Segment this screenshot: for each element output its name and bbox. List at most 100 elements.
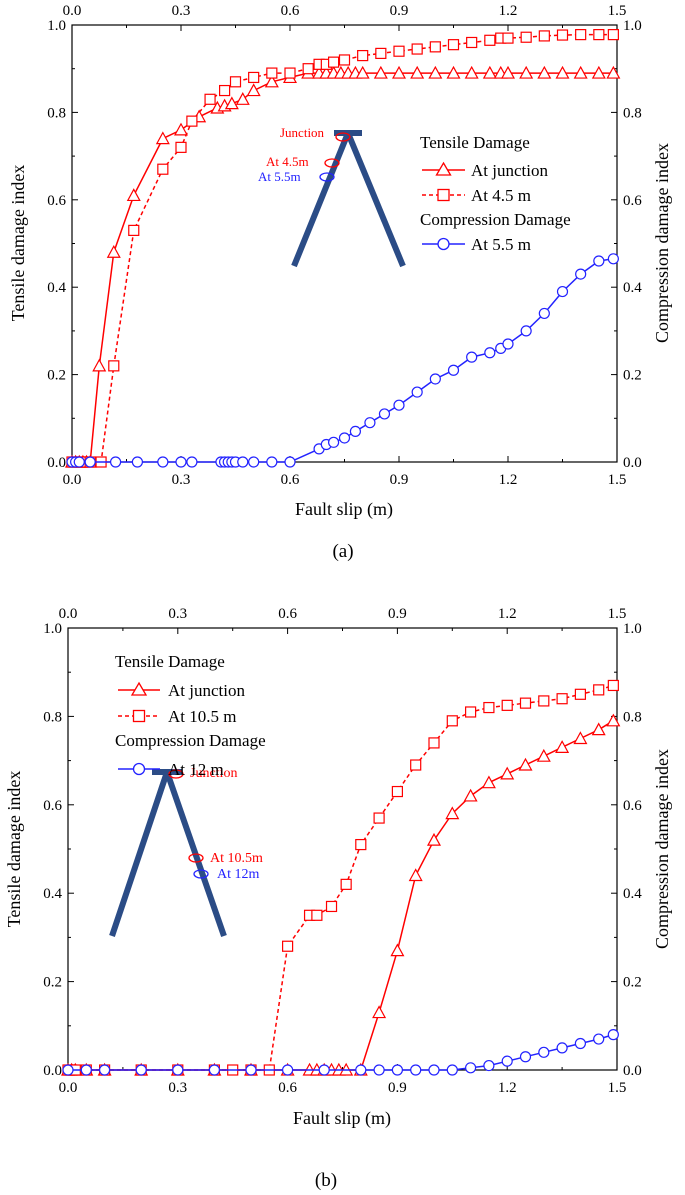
inset-blue-label: At 12m — [217, 867, 260, 882]
x-tick-label: 0.3 — [168, 1080, 187, 1096]
data-point — [502, 338, 514, 350]
series-layer — [60, 679, 621, 1076]
data-point — [593, 255, 605, 267]
data-point — [575, 268, 587, 280]
data-point — [126, 188, 141, 202]
y2-axis-label: Compression damage index — [652, 143, 672, 343]
y-tick-label: 0.0 — [43, 1063, 62, 1079]
x-tick-label: 1.2 — [498, 1080, 517, 1096]
data-point — [518, 757, 533, 771]
data-point — [84, 456, 96, 468]
x-tick-label: 0.6 — [281, 472, 300, 488]
legend-swatch-triangle — [435, 161, 452, 176]
data-point — [98, 1064, 111, 1076]
y2-tick-label: 1.0 — [623, 621, 642, 637]
x-top-tick-label: 0.6 — [278, 606, 297, 622]
data-point — [229, 76, 242, 88]
legend-group-title: Tensile Damage — [115, 652, 225, 671]
data-point — [373, 65, 388, 79]
data-point — [428, 65, 443, 79]
data-point — [593, 684, 605, 696]
tick-layer: 0.00.00.30.30.60.60.90.91.21.21.51.50.0 0… — [43, 606, 642, 1096]
data-point — [465, 706, 477, 718]
data-point — [318, 1064, 330, 1076]
data-point — [208, 1064, 220, 1076]
y-tick-label: 0.8 — [43, 709, 62, 725]
data-point — [555, 740, 570, 753]
data-point — [429, 373, 441, 385]
tick-layer: 0.00.00.30.30.60.60.90.91.21.21.51.50.0 0… — [47, 3, 642, 488]
data-point — [538, 695, 550, 707]
series-line — [72, 33, 614, 463]
x-tick-label: 0.6 — [278, 1080, 297, 1096]
legend-swatch-circle — [132, 762, 146, 776]
data-point — [186, 456, 198, 468]
y-tick-label: 0.4 — [43, 886, 62, 902]
data-point — [235, 92, 250, 105]
data-point — [410, 65, 425, 79]
y-tick-label: 1.0 — [47, 18, 66, 34]
data-point — [466, 351, 478, 363]
data-point — [131, 456, 143, 468]
data-point — [391, 1064, 403, 1076]
data-point — [591, 65, 606, 79]
series-at-4-5-m — [66, 29, 619, 468]
data-point — [186, 115, 198, 127]
inset-red-marker — [188, 853, 204, 863]
inset-red-marker — [324, 158, 340, 168]
data-point — [92, 358, 107, 372]
inset-beam-left — [291, 131, 351, 268]
data-point — [607, 679, 619, 692]
x-top-tick-label: 0.0 — [63, 3, 82, 19]
y2-tick-label: 0.4 — [623, 886, 642, 902]
y2-tick-label: 0.0 — [623, 455, 642, 471]
data-point — [266, 67, 278, 79]
x-top-tick-label: 0.9 — [388, 606, 407, 622]
data-point — [328, 436, 340, 448]
x-tick-label: 0.9 — [390, 472, 409, 488]
data-point — [483, 1059, 495, 1072]
inset-blue-marker — [193, 869, 209, 879]
x-axis-label: Fault slip (m) — [295, 499, 393, 520]
x-top-tick-label: 1.5 — [608, 606, 627, 622]
data-point — [519, 697, 532, 709]
x-tick-label: 1.5 — [608, 472, 627, 488]
data-point — [62, 1064, 74, 1076]
y-tick-label: 0.2 — [47, 368, 66, 384]
y-tick-label: 1.0 — [43, 621, 62, 637]
data-point — [520, 31, 532, 43]
panel-label: (a) — [332, 541, 353, 562]
legend-item: At junction — [168, 681, 245, 700]
data-point — [175, 141, 187, 153]
data-point — [340, 878, 352, 890]
data-point — [573, 731, 588, 745]
data-point — [481, 775, 496, 789]
data-point — [447, 364, 460, 376]
data-point — [73, 456, 85, 468]
y-axis-label: Tensile damage index — [8, 165, 28, 322]
data-point — [520, 325, 532, 337]
data-point — [355, 838, 367, 851]
data-point — [328, 56, 340, 68]
data-point — [501, 699, 513, 711]
data-point — [519, 1051, 532, 1063]
x-tick-label: 0.9 — [388, 1080, 407, 1096]
panel-a: 0.00.00.30.30.60.60.90.91.21.21.51.50.0 0… — [8, 3, 672, 562]
data-point — [173, 122, 189, 136]
x-top-tick-label: 0.6 — [281, 3, 300, 19]
y2-tick-label: 1.0 — [623, 18, 642, 34]
series-at-junction — [64, 65, 621, 468]
x-top-tick-label: 1.5 — [608, 3, 627, 19]
data-point — [264, 74, 279, 88]
x-tick-label: 0.0 — [59, 1080, 78, 1096]
legend-item: At 4.5 m — [471, 186, 531, 205]
data-point — [500, 766, 515, 780]
data-point — [411, 43, 423, 55]
data-point — [606, 65, 621, 79]
x-top-tick-label: 0.9 — [390, 3, 409, 19]
data-point — [175, 456, 187, 468]
data-point — [593, 1033, 605, 1045]
inset-beam-left — [109, 771, 170, 937]
data-point — [355, 65, 370, 79]
data-point — [349, 425, 361, 438]
